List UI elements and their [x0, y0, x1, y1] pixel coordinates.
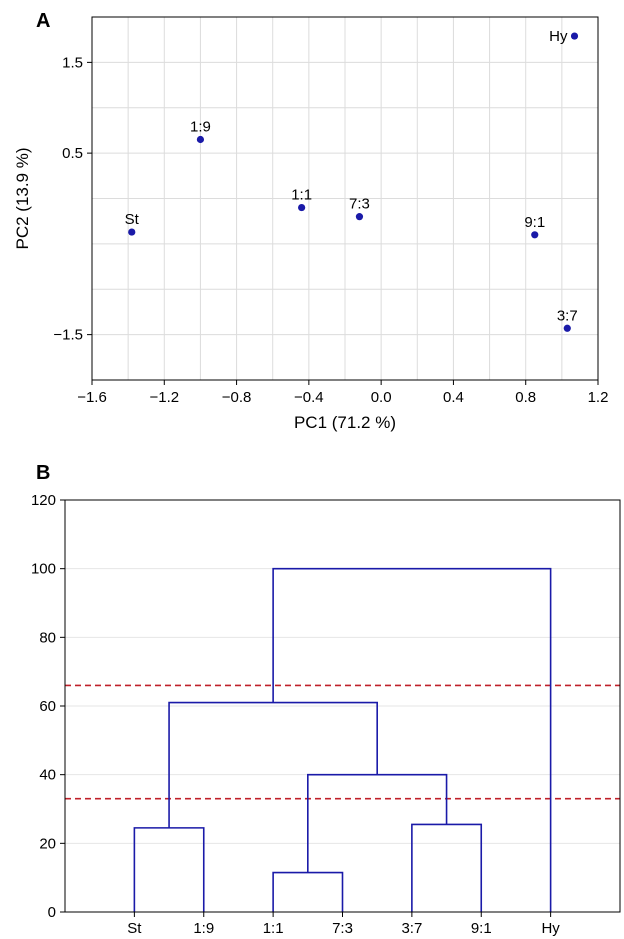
pca-scatter-panel: A −1.6 −1.2 −0.8 −0.4 0.0 0.4 0.8 1.2 −1.5 0.5 1.5… — [13, 10, 608, 432]
dendrogram-leaf-labels: St 1:9 1:1 7:3 3:7 9:1 Hy — [127, 920, 560, 937]
dendrogram-y-tick-label: 0 — [48, 904, 56, 921]
pca-point — [531, 231, 539, 239]
dendrogram-leaf-label: 9:1 — [471, 920, 492, 937]
dendrogram-leaf-label: Hy — [541, 920, 560, 937]
dendrogram-links — [133, 567, 552, 912]
pca-y-tick-label: −1.5 — [53, 327, 83, 344]
pca-x-tick-label: 0.4 — [443, 389, 464, 406]
pca-y-axis-title: PC2 (13.9 %) — [13, 147, 32, 249]
pca-points: St 1:9 1:1 7:3 9:1 3:7 Hy — [125, 28, 579, 332]
dendrogram-y-tick-label: 80 — [39, 629, 56, 646]
dendrogram-y-tick-label: 20 — [39, 835, 56, 852]
pca-point — [298, 203, 306, 212]
pca-gridlines — [91, 16, 599, 381]
dendrogram-leaf-label: 7:3 — [332, 920, 353, 937]
panel-b-letter: B — [36, 462, 50, 484]
dendrogram-link — [168, 701, 378, 828]
pca-point-label: 1:9 — [190, 119, 211, 136]
pca-x-tick-label: −1.2 — [149, 389, 179, 406]
dendrogram-ticks: 0 20 40 60 80 100 120 — [31, 492, 552, 921]
dendrogram-leaf-label: St — [127, 920, 142, 937]
dendrogram-gridlines — [65, 568, 620, 844]
pca-x-tick-label: 0.0 — [371, 389, 392, 406]
dendrogram-leaf-label: 3:7 — [401, 920, 422, 937]
pca-point-label: 9:1 — [524, 214, 545, 231]
dendrogram-link — [272, 871, 344, 912]
dendrogram-y-tick-label: 120 — [31, 492, 56, 509]
pca-point — [196, 135, 205, 144]
dendrogram-y-tick-label: 40 — [39, 767, 56, 784]
panel-a-letter: A — [36, 10, 50, 32]
pca-y-tick-label: 1.5 — [62, 54, 83, 71]
pca-ticks: −1.6 −1.2 −0.8 −0.4 0.0 0.4 0.8 1.2 −1.5 0.5 1.5 — [53, 54, 608, 406]
pca-point-label: St — [125, 211, 140, 228]
dendrogram-leaf-label: 1:9 — [193, 920, 214, 937]
pca-point — [563, 324, 571, 332]
pca-x-tick-label: −0.4 — [294, 389, 324, 406]
dendrogram-link — [307, 773, 448, 873]
pca-y-tick-label: 0.5 — [62, 145, 83, 162]
pca-x-tick-label: −0.8 — [222, 389, 252, 406]
dendrogram-y-tick-label: 60 — [39, 698, 56, 715]
dendrogram-y-tick-label: 100 — [31, 561, 56, 578]
dendrogram-leaf-label: 1:1 — [263, 920, 284, 937]
dendrogram-link — [133, 827, 205, 912]
dendrogram-link — [411, 823, 483, 912]
pca-point — [355, 213, 364, 221]
pca-plot-frame — [91, 16, 599, 381]
pca-x-tick-label: 1.2 — [588, 389, 609, 406]
pca-x-tick-label: −1.6 — [77, 389, 107, 406]
pca-point-label: 1:1 — [291, 187, 312, 204]
pca-point — [128, 228, 136, 236]
dendrogram-panel: B 0 20 40 60 80 100 120 St 1:9 1:1 7:3 3:7 9:1 Hy — [31, 462, 621, 937]
dendrogram-link — [272, 567, 552, 912]
pca-point — [570, 32, 579, 40]
pca-point-label: Hy — [549, 28, 568, 45]
dendrogram-cut-lines — [65, 684, 620, 800]
pca-x-axis-title: PC1 (71.2 %) — [294, 413, 396, 432]
pca-point-label: 7:3 — [349, 196, 370, 213]
pca-x-tick-label: 0.8 — [515, 389, 536, 406]
pca-point-label: 3:7 — [557, 307, 578, 324]
